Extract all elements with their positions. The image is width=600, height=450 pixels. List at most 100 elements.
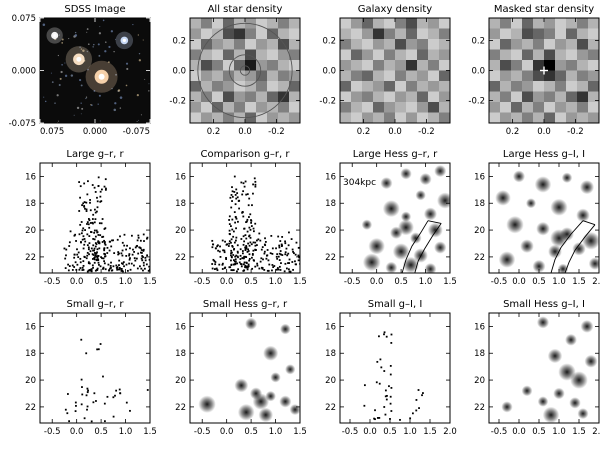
star-point [94, 254, 97, 257]
star-point [111, 269, 114, 272]
x-tick-label: 0.5 [94, 277, 108, 287]
star-point [248, 259, 251, 262]
star-point [101, 218, 104, 220]
star-point [211, 267, 214, 270]
field-star [144, 78, 146, 80]
heat-cell [511, 49, 523, 61]
star-point [292, 268, 294, 271]
plot-area [501, 316, 598, 423]
star-point [237, 268, 240, 271]
field-star [97, 43, 100, 46]
star-point [137, 234, 140, 237]
star-point [232, 263, 235, 266]
star-point [248, 216, 250, 218]
star-point [228, 242, 231, 245]
star-point [105, 187, 107, 190]
star-point [249, 236, 252, 239]
star-point [82, 260, 85, 263]
star-point [95, 258, 98, 261]
star-point [123, 233, 126, 236]
star-point [112, 265, 115, 268]
star-point [216, 269, 219, 272]
star-point [129, 409, 131, 412]
star-point [246, 193, 249, 196]
star-point [78, 210, 81, 212]
star-point [244, 234, 247, 237]
star-point [259, 239, 262, 242]
heat-cell [190, 70, 202, 82]
hess-blob [234, 378, 249, 393]
star-point [245, 237, 248, 240]
x-tick-label: 1.5 [423, 427, 437, 437]
star-point [250, 225, 253, 227]
star-point [266, 249, 269, 251]
star-point [233, 191, 236, 193]
star-point [68, 420, 71, 423]
star-point [275, 268, 278, 271]
star-point [289, 270, 292, 273]
star-point [78, 268, 81, 271]
star-point [71, 264, 74, 267]
star-point [148, 258, 150, 261]
heat-cell [362, 49, 374, 61]
star-point [245, 221, 247, 224]
star-point [104, 268, 107, 271]
star-point [225, 258, 227, 260]
star-point [103, 185, 106, 188]
star-point [288, 268, 290, 271]
star-point [125, 248, 127, 251]
star-point [301, 240, 303, 242]
heat-cell [406, 39, 418, 50]
star-point [139, 239, 142, 242]
star-point [246, 268, 249, 271]
heat-cell [544, 18, 556, 29]
heat-cell [588, 39, 599, 50]
heat-cell [267, 81, 279, 92]
star-point [230, 255, 233, 258]
star-point [301, 267, 303, 269]
heat-cell [373, 81, 385, 92]
star-point [103, 247, 106, 250]
field-star [86, 28, 89, 30]
star-point [252, 183, 254, 186]
star-point [237, 220, 239, 223]
field-star [61, 42, 64, 44]
star-point [83, 255, 86, 258]
heat-cell [395, 102, 407, 113]
heat-cell [201, 102, 213, 113]
hess-blob [521, 385, 533, 397]
hess-blob [279, 395, 292, 408]
star-point [97, 255, 100, 257]
field-star [105, 41, 107, 43]
star-point [263, 269, 266, 271]
star-point [388, 385, 390, 388]
star-point [254, 183, 257, 186]
x-tick-label: 1.0 [119, 427, 133, 437]
star-point [83, 205, 86, 207]
panel-p8: Large Hess g–I, I -0.5 0.0 0.5 1.0 1.5 2.0 16 18… [474, 149, 600, 287]
star-point [390, 333, 393, 336]
heat-cell [234, 60, 246, 71]
heat-cell [439, 39, 450, 50]
hess-blob [398, 219, 414, 236]
star-point [236, 250, 239, 253]
x-tick-label: 1.5 [143, 427, 157, 437]
star-point [118, 388, 121, 391]
y-tick-label: 16 [474, 172, 485, 182]
x-tick-label: 1.0 [552, 427, 566, 437]
y-tick-label: 20 [474, 226, 485, 236]
heat-cell [522, 18, 534, 29]
star-point [74, 410, 77, 413]
field-star [104, 50, 107, 53]
heat-cell [406, 81, 418, 92]
heat-cell [500, 18, 512, 29]
star-point [411, 412, 414, 415]
star-point [86, 221, 89, 224]
star-point [103, 262, 106, 265]
y-tick-label: -0.075 [9, 119, 36, 129]
hess-blob [263, 345, 279, 361]
star-point [240, 238, 243, 240]
star-point [95, 252, 98, 255]
star-point [141, 259, 144, 262]
star-point [224, 240, 226, 243]
